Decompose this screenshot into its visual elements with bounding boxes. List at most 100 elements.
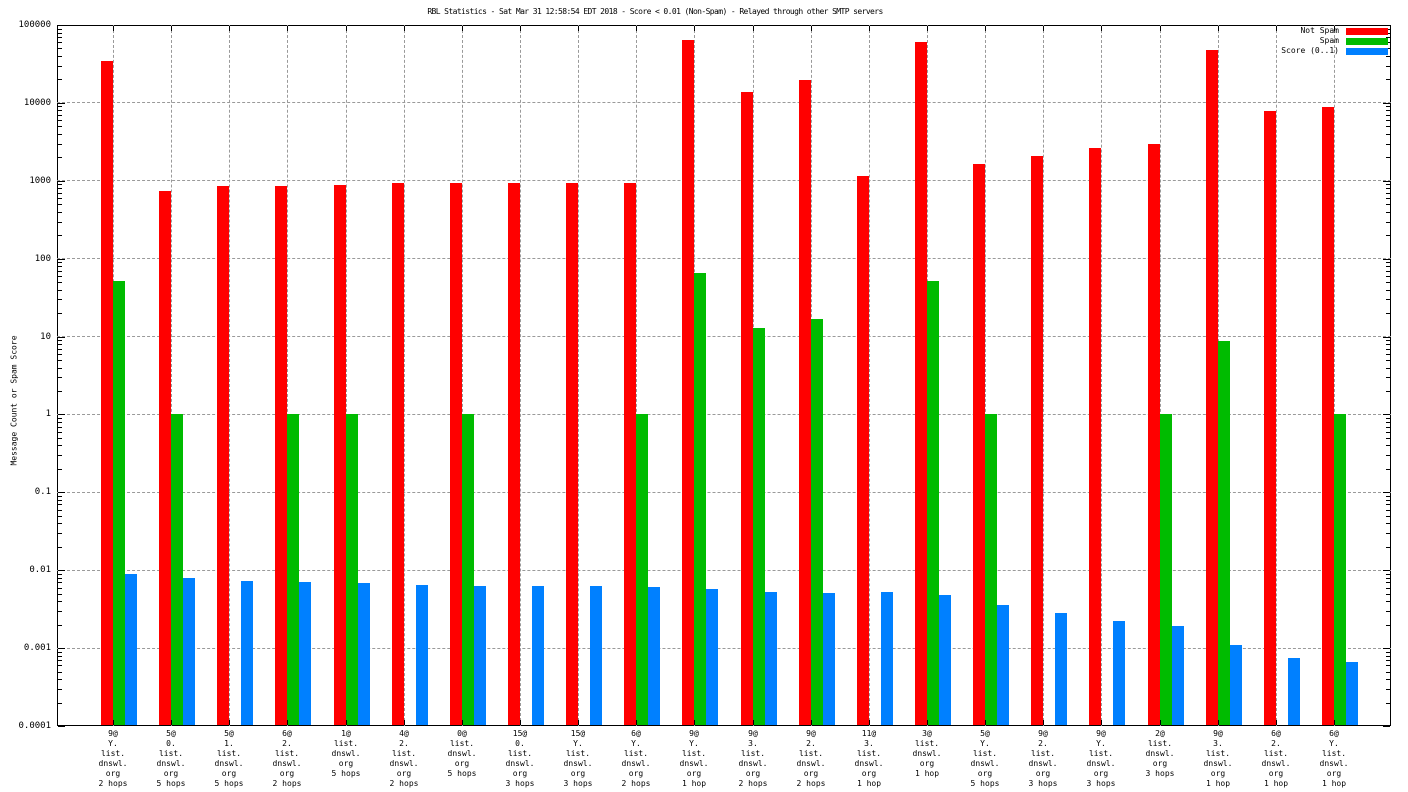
y-minor-tick (58, 114, 62, 116)
y-minor-tick (1386, 299, 1390, 301)
y-minor-tick (58, 610, 62, 612)
bar-score (881, 592, 893, 725)
y-minor-tick (58, 468, 62, 470)
bar-spam (287, 414, 299, 725)
x-tick-label: 15@ Y. list. dnswl. org 3 hops (563, 729, 593, 788)
x-bottom-tick (636, 720, 637, 725)
bar-not-spam (1264, 111, 1276, 725)
x-bottom-tick (229, 720, 230, 725)
y-minor-tick (58, 437, 62, 439)
bar-score (1288, 657, 1300, 725)
bar-not-spam (217, 186, 229, 725)
x-bottom-tick (1101, 720, 1102, 725)
y-tick-label: 100000 (18, 20, 51, 30)
plot-area (57, 25, 1391, 726)
y-minor-tick (1386, 504, 1390, 506)
x-tick-label: 0@ list. dnswl. org 5 hops (447, 729, 477, 778)
bar-not-spam (392, 183, 404, 725)
y-minor-tick (58, 577, 62, 579)
bar-spam (1334, 414, 1346, 725)
bar-score (706, 589, 718, 725)
x-top-tick (1043, 26, 1044, 31)
y-minor-tick (1386, 79, 1390, 81)
y-minor-tick (1386, 42, 1390, 44)
y-minor-tick (1386, 289, 1390, 291)
y-major-tick (58, 258, 65, 260)
x-gridline (519, 25, 521, 726)
x-bottom-tick (1334, 720, 1335, 725)
x-bottom-tick (985, 720, 986, 725)
y-axis-label: Message Count or Spam Score (9, 335, 19, 466)
bar-not-spam (973, 163, 985, 725)
x-top-tick (113, 26, 114, 31)
x-tick-label: 2@ list. dnswl. org 3 hops (1145, 729, 1175, 778)
y-gridline (57, 102, 1391, 104)
y-minor-tick (1386, 587, 1390, 589)
y-minor-tick (58, 593, 62, 595)
x-bottom-tick (171, 720, 172, 725)
x-top-tick (520, 26, 521, 31)
bar-score (416, 585, 428, 725)
y-minor-tick (58, 65, 62, 67)
y-minor-tick (58, 499, 62, 501)
y-minor-tick (58, 495, 62, 497)
y-major-tick (58, 492, 65, 494)
bar-score (299, 582, 311, 725)
y-gridline (57, 336, 1391, 338)
bar-score (1346, 662, 1358, 725)
y-minor-tick (58, 110, 62, 112)
bar-spam (985, 414, 997, 725)
y-minor-tick (1386, 655, 1390, 657)
y-minor-tick (58, 546, 62, 548)
y-minor-tick (58, 192, 62, 194)
bar-not-spam (682, 39, 694, 725)
y-minor-tick (58, 688, 62, 690)
y-major-tick (1383, 648, 1390, 650)
y-minor-tick (58, 582, 62, 584)
x-tick-label: 9@ 2. list. dnswl. org 2 hops (796, 729, 826, 788)
y-minor-tick (58, 221, 62, 223)
y-minor-tick (1386, 28, 1390, 30)
x-bottom-tick (1218, 720, 1219, 725)
bar-not-spam (1031, 155, 1043, 725)
y-minor-tick (1386, 455, 1390, 457)
x-tick-label: 15@ 0. list. dnswl. org 3 hops (505, 729, 535, 788)
y-minor-tick (1386, 184, 1390, 186)
y-minor-tick (58, 655, 62, 657)
y-minor-tick (1386, 660, 1390, 662)
x-top-tick (171, 26, 172, 31)
bar-not-spam (799, 80, 811, 725)
bar-score (1230, 644, 1242, 725)
x-tick-label: 6@ 2. list. dnswl. org 2 hops (272, 729, 302, 788)
bar-not-spam (1089, 148, 1101, 725)
x-gridline (403, 25, 405, 726)
y-minor-tick (1386, 533, 1390, 535)
y-minor-tick (58, 204, 62, 206)
y-minor-tick (58, 143, 62, 145)
y-minor-tick (58, 377, 62, 379)
bar-not-spam (566, 182, 578, 725)
y-minor-tick (1386, 188, 1390, 190)
y-minor-tick (58, 624, 62, 626)
bar-spam (753, 327, 765, 725)
x-bottom-tick (346, 720, 347, 725)
x-tick-label: 9@ 3. list. dnswl. org 2 hops (738, 729, 768, 788)
y-minor-tick (1386, 577, 1390, 579)
x-tick-label: 5@ 0. list. dnswl. org 5 hops (156, 729, 186, 788)
y-tick-label: 10000 (23, 97, 51, 108)
bar-not-spam (450, 183, 462, 725)
y-minor-tick (58, 340, 62, 342)
y-minor-tick (58, 515, 62, 517)
y-minor-tick (1386, 360, 1390, 361)
x-tick-label: 6@ Y. list. dnswl. org 2 hops (621, 729, 651, 788)
bar-spam (1218, 341, 1230, 725)
y-minor-tick (1386, 610, 1390, 612)
y-minor-tick (1386, 437, 1390, 439)
legend-swatch-spam (1346, 37, 1388, 45)
y-minor-tick (58, 523, 62, 525)
y-gridline (57, 569, 1391, 571)
bar-score (183, 577, 195, 725)
x-top-tick (346, 26, 347, 31)
y-gridline (57, 647, 1391, 649)
